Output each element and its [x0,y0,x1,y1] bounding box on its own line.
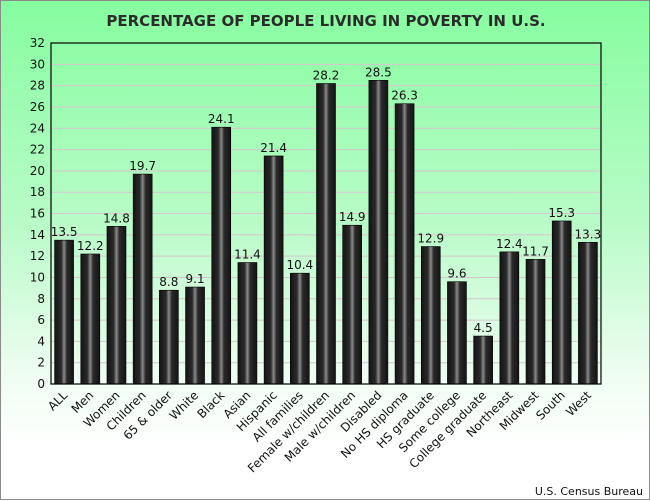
x-tick-label: White [167,388,202,423]
y-tick-label: 14 [30,228,45,242]
y-tick-label: 30 [30,57,45,71]
data-label: 28.5 [365,65,392,79]
bar [185,286,205,385]
x-tick-label: ALL [45,388,70,413]
data-label: 9.6 [447,267,466,281]
x-tick-label: West [563,388,594,419]
bar [132,173,153,385]
data-label: 28.2 [313,68,340,82]
data-label: 13.5 [51,225,78,239]
y-tick-label: 22 [30,143,45,157]
data-label: 15.3 [548,206,575,220]
y-tick-label: 20 [30,164,45,178]
data-label: 4.5 [474,321,493,335]
data-label: 13.3 [575,227,602,241]
x-tick-label: Black [195,388,228,421]
bar [80,253,101,385]
bar [263,155,284,385]
data-label: 12.9 [417,232,444,246]
y-tick-label: 24 [30,121,45,135]
bar [54,239,74,385]
data-label: 11.4 [234,248,261,262]
y-tick-label: 10 [30,270,45,284]
y-tick-label: 16 [30,207,45,221]
x-tick-label: South [533,388,568,423]
y-tick-label: 6 [37,313,45,327]
data-label: 11.7 [522,244,549,258]
y-tick-label: 28 [30,79,45,93]
data-label: 24.1 [208,112,235,126]
y-tick-label: 2 [37,356,45,370]
bar [237,262,258,385]
data-label: 9.1 [186,272,205,286]
bar [106,225,127,385]
data-label: 14.9 [339,210,366,224]
data-label: 12.4 [496,237,523,251]
data-label: 19.7 [129,159,156,173]
y-tick-label: 18 [30,185,45,199]
data-label: 21.4 [260,141,287,155]
bar [394,103,415,385]
bar [159,289,179,385]
data-label: 26.3 [391,89,418,103]
bar [473,335,493,385]
bar [499,251,520,385]
y-tick-label: 26 [30,100,45,114]
chart-title: PERCENTAGE OF PEOPLE LIVING IN POVERTY I… [106,12,545,30]
bar [342,224,362,385]
data-label: 14.8 [103,211,130,225]
bar [578,241,598,385]
bar [420,246,441,385]
y-tick-label: 4 [37,334,45,348]
plot-border [50,42,602,385]
data-label: 8.8 [159,275,178,289]
bar [447,281,467,385]
y-tick-label: 0 [37,377,45,391]
data-label: 12.2 [77,239,104,253]
y-tick-label: 12 [30,249,45,263]
y-tick-label: 8 [37,292,45,306]
y-tick-label: 32 [30,36,45,50]
bar [525,259,546,385]
bar [551,220,572,385]
bar [368,79,389,385]
source-note: U.S. Census Bureau [535,485,643,498]
bar [290,272,310,385]
bar [211,126,232,385]
data-label: 10.4 [286,258,313,272]
bar [316,83,336,385]
